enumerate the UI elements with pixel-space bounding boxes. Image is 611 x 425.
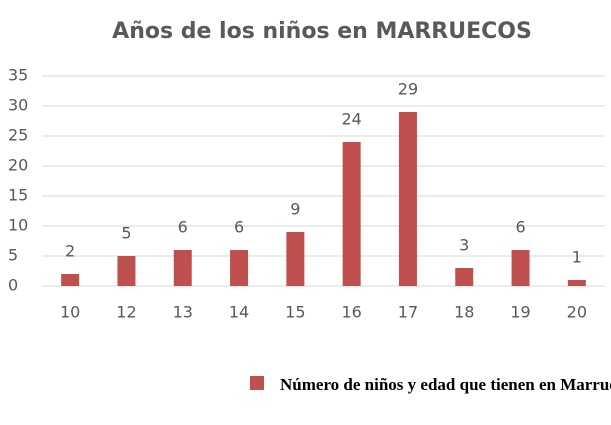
legend-label: Número de niños y edad que tienen en Mar… [280, 375, 611, 394]
y-tick-label: 30 [8, 96, 28, 115]
data-label: 2 [65, 242, 75, 261]
x-tick-label: 16 [341, 303, 361, 322]
x-tick-label: 15 [285, 303, 305, 322]
bar [398, 112, 417, 286]
data-label: 6 [234, 218, 244, 237]
x-tick-label: 14 [229, 303, 249, 322]
bar [61, 274, 80, 286]
chart-title: Años de los niños en MARRUECOS [112, 19, 532, 44]
y-tick-label: 15 [8, 186, 28, 205]
bar [117, 256, 136, 286]
bar [455, 268, 474, 286]
x-tick-label: 17 [398, 303, 418, 322]
x-tick-label: 13 [173, 303, 193, 322]
y-tick-label: 10 [8, 216, 28, 235]
x-tick-label: 20 [567, 303, 587, 322]
y-tick-label: 5 [8, 246, 18, 265]
data-label: 6 [178, 218, 188, 237]
bar [342, 142, 361, 286]
y-tick-label: 25 [8, 126, 28, 145]
legend-swatch [250, 376, 264, 390]
y-tick-label: 35 [8, 66, 28, 85]
data-label: 24 [341, 110, 361, 129]
bar [286, 232, 305, 286]
x-tick-label: 10 [60, 303, 80, 322]
bar [511, 250, 530, 286]
data-label: 9 [290, 200, 300, 219]
data-label: 5 [121, 224, 131, 243]
bar [230, 250, 249, 286]
data-label: 29 [398, 80, 418, 99]
data-label: 1 [572, 248, 582, 267]
y-tick-label: 0 [8, 276, 18, 295]
x-tick-label: 19 [510, 303, 530, 322]
data-label: 6 [515, 218, 525, 237]
bar [173, 250, 192, 286]
y-tick-label: 20 [8, 156, 28, 175]
x-tick-label: 12 [116, 303, 136, 322]
data-label: 3 [459, 236, 469, 255]
bar [567, 280, 586, 286]
x-tick-label: 18 [454, 303, 474, 322]
